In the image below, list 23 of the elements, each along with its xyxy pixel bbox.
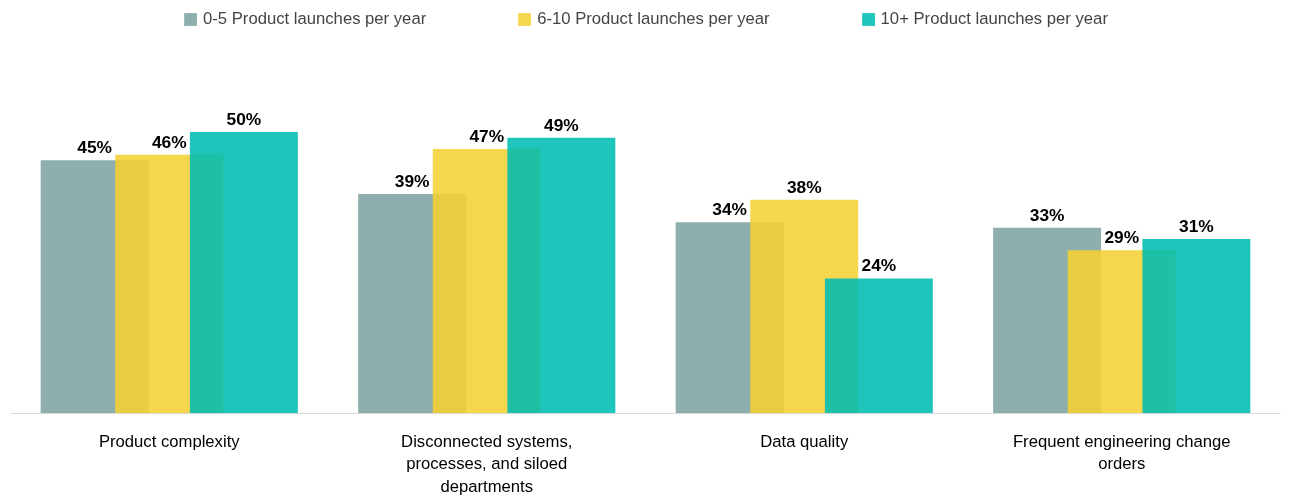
x-tick-label: Frequent engineering change orders [1012,431,1231,474]
legend-label: 0-5 Product launches per year [203,9,427,29]
data-label: 31% [1179,216,1214,237]
data-label: 47% [469,126,505,146]
data-label: 34% [712,199,747,220]
data-label: 45% [77,137,112,158]
data-label: 49% [544,114,579,135]
legend-label: 10+ Product launches per year [880,9,1108,29]
data-label: 46% [151,131,187,152]
data-label: 39% [394,171,430,192]
bar [1142,239,1251,414]
bar [507,137,616,414]
x-tick-label: Data quality [760,431,849,451]
data-label: 50% [226,109,262,130]
legend-label: 6-10 Product launches per year [537,9,770,29]
x-tick-label: Disconnected systems, processes, and siloed departments [401,431,573,497]
data-label: 29% [1104,227,1140,248]
bar [189,132,298,414]
bar [824,278,933,414]
data-label: 24% [861,255,897,276]
data-label: 33% [1029,204,1065,225]
x-tick-label: Product complexity [98,431,241,451]
data-label: 38% [786,176,822,197]
